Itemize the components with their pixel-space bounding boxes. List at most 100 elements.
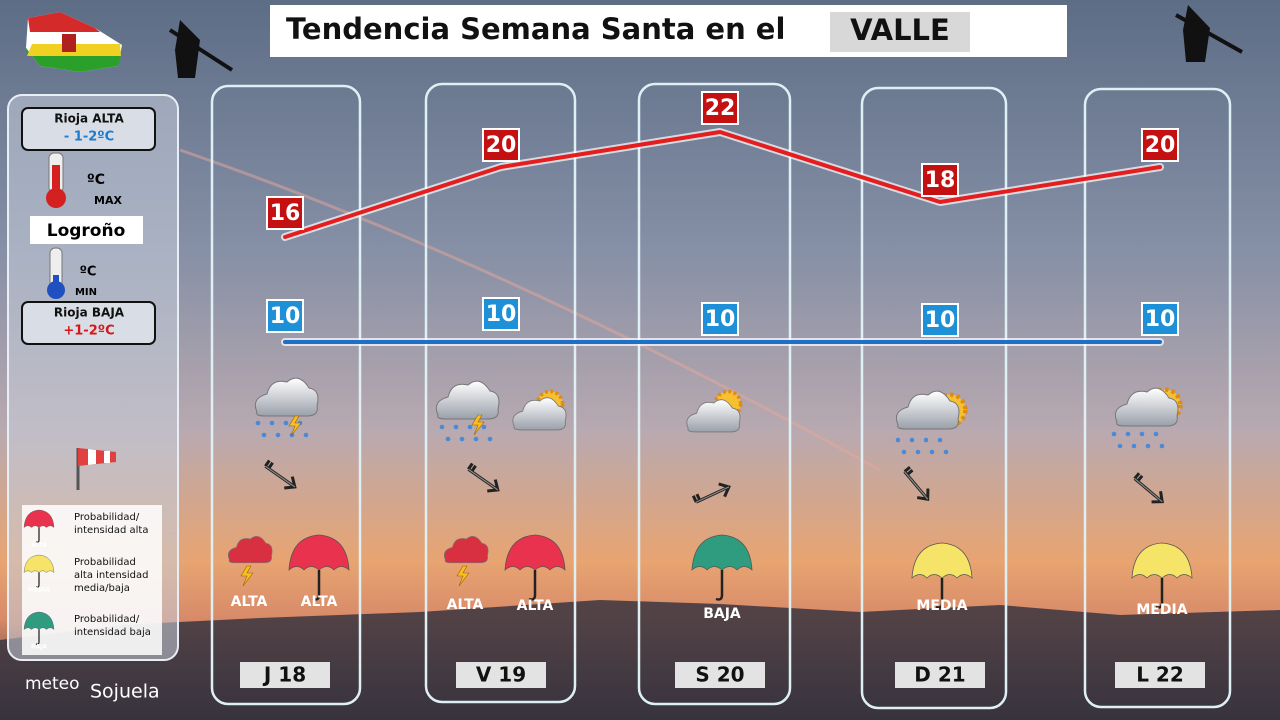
- temp-label-box: [701, 91, 739, 125]
- day-column: [637, 82, 792, 706]
- day-column: [860, 86, 1008, 710]
- umbrella-canopy: [288, 534, 350, 571]
- legend-umbrella: [23, 509, 55, 543]
- rain-umbrella: [288, 534, 350, 601]
- sky-icon: [895, 390, 960, 430]
- rain-drop: [929, 449, 935, 455]
- rain-drop: [923, 437, 929, 443]
- temp-label: 10: [1145, 307, 1176, 332]
- temp-label-box: [701, 302, 739, 336]
- umbrella-handle: [715, 570, 724, 601]
- cloud-shape: [895, 390, 960, 430]
- day-column: [210, 84, 362, 706]
- umbrella-canopy: [504, 534, 566, 571]
- wind-arrow-shaft: [695, 486, 730, 503]
- day-label-box: [1115, 662, 1205, 688]
- rain-drop: [283, 420, 289, 426]
- legend-icon-label: BAJA: [31, 644, 47, 651]
- temp-label-box: [921, 303, 959, 337]
- temp-label: 10: [486, 302, 517, 327]
- min-label: MIN: [75, 287, 97, 298]
- temp-line: [283, 130, 1162, 239]
- rain-drop: [901, 449, 907, 455]
- rain-drop: [1145, 443, 1151, 449]
- temp-label: 10: [925, 308, 956, 333]
- storm-cloud: [443, 535, 489, 564]
- brand-line1: meteo: [25, 674, 80, 694]
- rain-drop: [481, 424, 487, 430]
- temp-label-box: [266, 299, 304, 333]
- rain-drop: [1159, 443, 1165, 449]
- sky-icon: [254, 377, 319, 417]
- rain-label: MEDIA: [1136, 602, 1187, 618]
- umbrella-handle: [1155, 578, 1164, 609]
- rain-drop: [261, 432, 267, 438]
- umbrella-handle: [935, 578, 944, 609]
- temp-label: 10: [270, 304, 301, 329]
- windsock: [76, 448, 116, 490]
- nazareno-icon: [1175, 5, 1243, 62]
- sky-icon: [512, 397, 567, 431]
- temp-label: 20: [486, 133, 517, 158]
- alta-value: - 1-2ºC: [64, 130, 114, 145]
- lightning: [240, 565, 254, 587]
- rain-drop: [467, 424, 473, 430]
- rain-drop: [937, 437, 943, 443]
- cloud-shape: [512, 397, 567, 431]
- rain-drop: [1117, 443, 1123, 449]
- rain-drop: [459, 436, 465, 442]
- umbrella-handle: [35, 572, 40, 588]
- alta-label: Rioja ALTA: [54, 112, 124, 126]
- city-box: [30, 216, 143, 244]
- alta-box: [21, 107, 156, 151]
- umbrella-canopy: [691, 534, 753, 571]
- title: Tendencia Semana Santa en el: [286, 12, 785, 46]
- wind-arrow: [467, 462, 500, 493]
- rain-label: ALTA: [517, 598, 554, 614]
- rain-drop: [915, 449, 921, 455]
- day-label: J 18: [262, 663, 306, 687]
- region-flag: [26, 12, 122, 72]
- umbrella-handle: [35, 629, 40, 645]
- sky-icon: [435, 380, 500, 420]
- wind-arrow-shaft: [264, 465, 296, 488]
- legend-icon-label: ALTA: [31, 542, 47, 549]
- rain-drop: [275, 432, 281, 438]
- temp-label-box: [266, 196, 304, 230]
- legend-text: Probabilidad/intensidad alta: [74, 512, 148, 536]
- rain-umbrella: [691, 534, 753, 601]
- rain-drop: [1139, 431, 1145, 437]
- day-label: V 19: [476, 663, 526, 687]
- baja-value: +1-2ºC: [63, 324, 114, 339]
- umbrella-canopy: [23, 554, 55, 573]
- min-unit: ºC: [80, 265, 97, 280]
- day-label: D 21: [914, 663, 965, 687]
- day-label-box: [240, 662, 330, 688]
- rain-drop: [1153, 431, 1159, 437]
- baja-label: Rioja BAJA: [54, 306, 125, 320]
- rain-label: BAJA: [703, 606, 741, 622]
- temp-label: 16: [270, 201, 301, 226]
- legend-text: Probabilidad/intensidad baja: [74, 614, 151, 638]
- day-label-box: [456, 662, 546, 688]
- rain-drop: [303, 432, 309, 438]
- wind-arrow-shaft: [1134, 478, 1163, 503]
- temp-label-box: [482, 128, 520, 162]
- baja-box: [21, 301, 156, 345]
- wind-arrow: [264, 459, 297, 490]
- day-label-box: [675, 662, 765, 688]
- contrail: [179, 148, 881, 472]
- lightning: [471, 414, 485, 436]
- rain-drop: [439, 424, 445, 430]
- temp-label: 20: [1145, 133, 1176, 158]
- umbrella-handle: [528, 570, 537, 601]
- legend-umbrella: [23, 611, 55, 645]
- rain-drop: [445, 436, 451, 442]
- brand-line2: Sojuela: [90, 681, 160, 703]
- lightning: [288, 415, 302, 437]
- region: VALLE: [850, 13, 950, 47]
- rain-label: MEDIA: [916, 598, 967, 614]
- max-unit: ºC: [87, 172, 105, 188]
- rain-drop: [269, 420, 275, 426]
- temp-label-box: [1141, 302, 1179, 336]
